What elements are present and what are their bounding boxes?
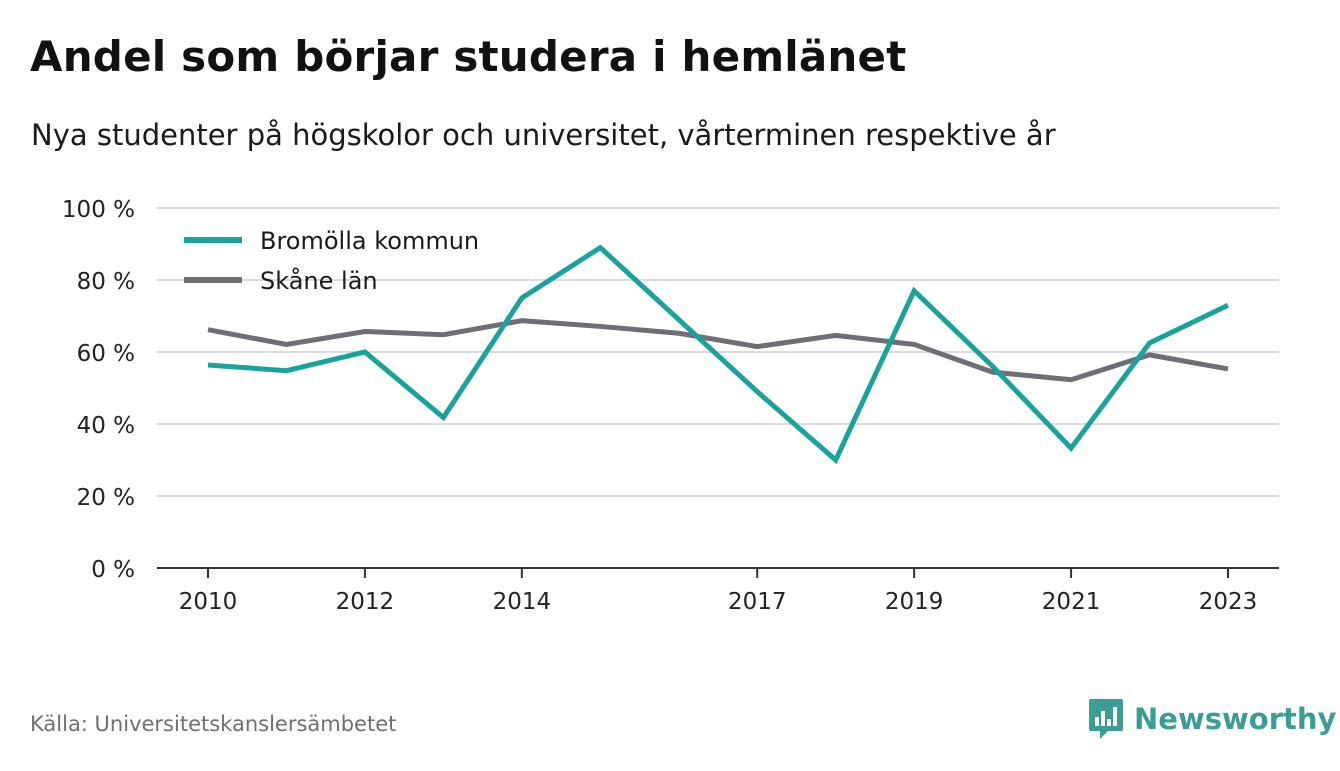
x-tick-label: 2012 [336, 589, 395, 615]
brand-logo: Newsworthy [1088, 697, 1336, 741]
legend: Bromölla kommun Skåne län [184, 227, 479, 295]
x-tick-label: 2021 [1042, 589, 1101, 615]
x-tick-label: 2014 [493, 589, 552, 615]
x-tick-label: 2010 [179, 589, 238, 615]
chart-title: Andel som börjar studera i hemlänet [30, 32, 907, 81]
series-line-1 [207, 244, 1230, 465]
y-tick-label: 0 % [91, 557, 135, 583]
source-note: Källa: Universitetskanslersämbetet [30, 712, 397, 736]
y-tick-label: 80 % [77, 269, 135, 295]
legend-label: Bromölla kommun [260, 227, 479, 255]
series-lines [207, 244, 1230, 465]
line-chart: 0 % 20 % 40 % 60 % 80 % 100 % 2010 2012 2014 2017… [62, 197, 1279, 615]
legend-label: Skåne län [260, 266, 378, 295]
brand-name: Newsworthy [1134, 702, 1337, 736]
y-tick-label: 60 % [77, 341, 135, 367]
y-tick-label: 20 % [77, 485, 135, 511]
y-tick-label: 40 % [77, 413, 135, 439]
axes: 0 % 20 % 40 % 60 % 80 % 100 % 2010 2012 2014 2017… [62, 197, 1279, 615]
x-tick-label: 2019 [885, 589, 944, 615]
newsworthy-logo-icon [1089, 699, 1123, 739]
chart-subtitle: Nya studenter på högskolor och universit… [31, 118, 1056, 152]
y-tick-label: 100 % [62, 197, 135, 223]
x-tick-label: 2023 [1199, 589, 1258, 615]
x-tick-label: 2017 [728, 589, 787, 615]
series-line-2 [207, 318, 1229, 383]
